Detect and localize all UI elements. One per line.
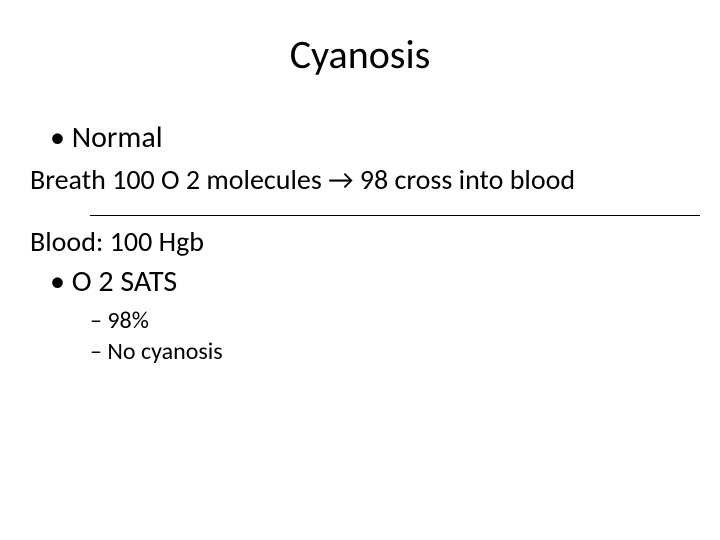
bullet-normal: Normal: [50, 119, 690, 156]
slide-title: Cyanosis: [30, 30, 690, 79]
bullet-o2sats: O 2 SATS: [50, 263, 690, 300]
sub-bullet-98: 98%: [90, 306, 690, 335]
slide: Cyanosis Normal Breath 100 O 2 molecules…: [0, 0, 720, 540]
text-breath: Breath 100 O 2 molecules → 98 cross into…: [30, 162, 690, 197]
divider-line: [90, 215, 700, 216]
sub-bullet-nocyanosis: No cyanosis: [90, 337, 690, 366]
text-blood: Blood: 100 Hgb: [30, 224, 690, 259]
